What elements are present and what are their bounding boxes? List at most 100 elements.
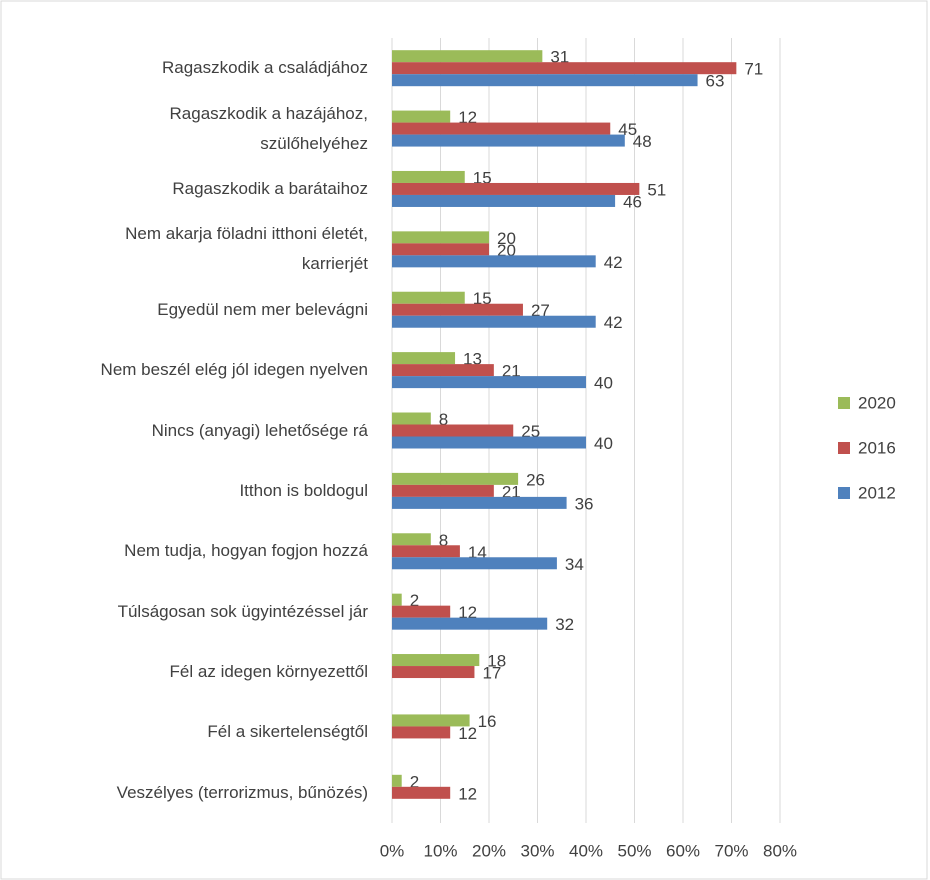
bar: [392, 617, 548, 630]
bar: [392, 557, 557, 570]
bar: [392, 484, 494, 497]
bar: [392, 376, 586, 389]
data-label: 13: [463, 350, 482, 369]
bar: [392, 194, 616, 207]
data-label: 15: [473, 289, 492, 308]
category-label: Ragaszkodik a barátaihoz: [172, 178, 368, 198]
data-label: 36: [575, 494, 594, 513]
bar: [392, 50, 543, 63]
legend-label: 2012: [858, 483, 896, 502]
legend-swatch: [838, 397, 850, 409]
data-label: 48: [633, 132, 652, 151]
data-label: 21: [502, 482, 521, 501]
bar: [392, 303, 523, 316]
x-tick-label: 40%: [569, 841, 603, 860]
bar: [392, 122, 611, 135]
data-label: 42: [604, 313, 623, 332]
category-label: Veszélyes (terrorizmus, bűnözés): [116, 782, 368, 802]
bar: [392, 786, 451, 799]
bar: [392, 170, 465, 183]
bar: [392, 666, 475, 679]
data-label: 63: [706, 72, 725, 91]
data-label: 26: [526, 470, 545, 489]
data-label: 45: [618, 120, 637, 139]
legend-swatch: [838, 442, 850, 454]
data-label: 14: [468, 543, 487, 562]
category-label: Nem tudja, hogyan fogjon hozzá: [124, 541, 368, 561]
x-tick-label: 20%: [472, 841, 506, 860]
bar: [392, 593, 402, 606]
data-label: 12: [458, 108, 477, 127]
data-label: 18: [487, 652, 506, 671]
data-label: 46: [623, 192, 642, 211]
data-label: 40: [594, 434, 613, 453]
data-label: 16: [478, 712, 497, 731]
category-label: Fél a sikertelenségtől: [207, 722, 368, 742]
data-label: 8: [439, 531, 448, 550]
data-label: 15: [473, 168, 492, 187]
data-label: 32: [555, 615, 574, 634]
data-label: 2: [410, 591, 419, 610]
bar: [392, 472, 519, 485]
data-label: 12: [458, 784, 477, 803]
category-label: Fél az idegen környezettől: [169, 662, 368, 682]
x-tick-label: 70%: [714, 841, 748, 860]
data-label: 25: [521, 422, 540, 441]
bar: [392, 533, 431, 546]
data-label: 21: [502, 362, 521, 381]
bar: [392, 436, 586, 449]
bar: [392, 364, 494, 377]
bar: [392, 545, 460, 558]
category-label: Nem beszél elég jól idegen nyelven: [100, 360, 368, 380]
bar: [392, 352, 456, 365]
data-label: 8: [439, 410, 448, 429]
data-label: 42: [604, 253, 623, 272]
data-label: 17: [482, 664, 501, 683]
bar: [392, 255, 596, 268]
data-label: 51: [647, 180, 666, 199]
data-label: 71: [744, 60, 763, 79]
data-label: 27: [531, 301, 550, 320]
bar: [392, 231, 489, 244]
bar: [392, 243, 489, 256]
bar: [392, 496, 567, 509]
data-label: 40: [594, 374, 613, 393]
bar: [392, 62, 737, 75]
bar: [392, 74, 698, 87]
bar: [392, 774, 402, 787]
category-label: Itthon is boldogul: [239, 480, 368, 500]
data-label: 20: [497, 229, 516, 248]
x-tick-label: 60%: [666, 841, 700, 860]
category-label: Ragaszkodik a hazájához, szülőhelyéhez: [169, 103, 368, 153]
bar: [392, 726, 451, 739]
x-tick-label: 10%: [423, 841, 457, 860]
x-tick-label: 0%: [380, 841, 405, 860]
category-label: Túlságosan sok ügyintézéssel jár: [117, 601, 368, 621]
bar: [392, 291, 465, 304]
legend-label: 2016: [858, 438, 896, 457]
data-label: 2: [410, 772, 419, 791]
category-label: Nincs (anyagi) lehetősége rá: [151, 420, 368, 440]
bar: [392, 134, 625, 147]
legend-label: 2020: [858, 393, 896, 412]
category-label: Egyedül nem mer belevágni: [157, 299, 368, 319]
legend-swatch: [838, 487, 850, 499]
category-label: Ragaszkodik a családjához: [161, 58, 368, 78]
bar: [392, 605, 451, 618]
bar: [392, 110, 451, 123]
bar: [392, 714, 470, 727]
bar: [392, 424, 514, 437]
bar: [392, 182, 640, 195]
data-label: 20: [497, 241, 516, 260]
bar: [392, 412, 431, 425]
x-tick-label: 80%: [763, 841, 797, 860]
data-label: 12: [458, 724, 477, 743]
bar: [392, 654, 480, 667]
data-label: 34: [565, 555, 584, 574]
category-label: Nem akarja föladni itthoni életét, karri…: [125, 224, 368, 274]
x-tick-label: 50%: [617, 841, 651, 860]
data-label: 31: [550, 48, 569, 67]
